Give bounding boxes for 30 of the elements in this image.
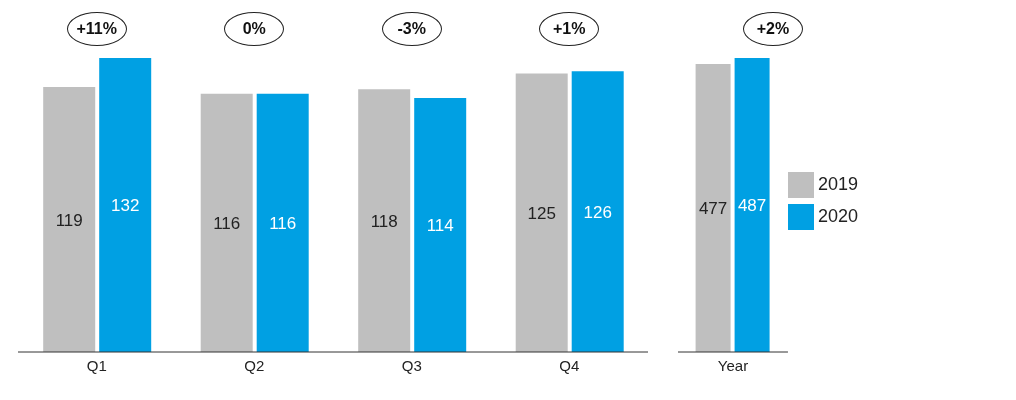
legend-label: 2020: [817, 206, 858, 226]
bar: [43, 86, 96, 352]
text: +2%: [743, 12, 803, 46]
x-tick-label: Year: [717, 356, 749, 374]
text: +11%: [66, 12, 127, 46]
data-label: 132: [111, 196, 140, 216]
data-label: 125: [527, 203, 556, 223]
bar: [99, 58, 152, 352]
text: +1%: [539, 12, 600, 46]
data-label: 114: [426, 216, 454, 236]
x-tick-label: Q3: [401, 356, 422, 374]
bar: [256, 93, 309, 352]
text: -3%: [381, 12, 442, 46]
data-label: 126: [583, 202, 612, 222]
x-tick-label: Q4: [559, 356, 580, 374]
bar: [358, 89, 411, 352]
data-label: 116: [213, 213, 241, 233]
text: 0%: [224, 12, 285, 46]
legend-label: 2019: [817, 174, 858, 194]
bar: [414, 98, 467, 352]
bar: [515, 73, 568, 352]
data-label: 119: [55, 210, 83, 230]
x-tick-label: Q1: [86, 356, 107, 374]
x-tick-label: Q2: [244, 356, 265, 374]
data-label: 118: [370, 211, 398, 231]
bar: [200, 93, 253, 352]
data-label: 487: [737, 196, 767, 216]
bar: [571, 71, 624, 352]
data-label: 116: [269, 213, 297, 233]
data-label: 477: [698, 199, 728, 219]
